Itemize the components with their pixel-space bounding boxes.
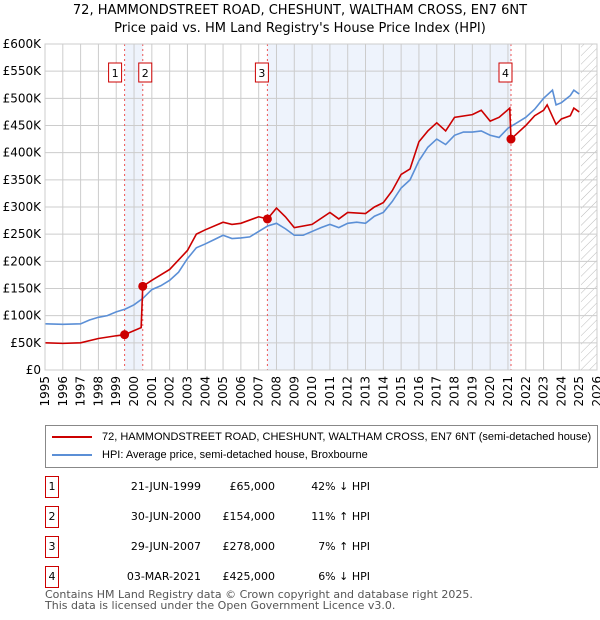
x-tick-label: 2022 [519, 376, 533, 407]
y-tick-label: £350K [3, 173, 43, 187]
sale-marker-label [254, 62, 269, 83]
sale-marker-badge: 4 [45, 566, 59, 588]
sale-marker-badge: 2 [45, 506, 59, 528]
chart-subtitle: Price paid vs. HM Land Registry's House … [114, 21, 486, 36]
sale-point [262, 214, 272, 224]
x-tick-label: 1999 [109, 376, 123, 407]
sale-marker-number: 4 [502, 67, 509, 80]
x-tick-label: 2019 [465, 376, 479, 407]
sale-date: 03-MAR-2021 [126, 570, 201, 583]
sale-hpi-diff: 7% ↑ HPI [318, 540, 370, 553]
x-tick-label: 2007 [252, 376, 266, 407]
sale-row: 3 29-JUN-2007 £278,000 7% ↑ HPI [45, 536, 445, 558]
x-tick-label: 2011 [323, 376, 337, 407]
x-tick-label: 2002 [163, 376, 177, 407]
x-tick-label: 2023 [537, 376, 551, 407]
x-tick-label: 2021 [501, 376, 515, 407]
y-tick-label: £50K [10, 336, 42, 350]
sale-point [120, 330, 130, 340]
x-tick-label: 2017 [430, 376, 444, 407]
plot-border [44, 43, 598, 371]
sale-price: £425,000 [222, 570, 276, 583]
y-tick-label: £100K [3, 309, 43, 323]
x-tick-label: 2008 [269, 376, 283, 407]
x-tick-label: 2009 [287, 376, 301, 407]
y-tick-label: £0 [26, 363, 41, 377]
price-chart: 1995 1996 1997 1998 1999 2000 2001 2002 2003 2004… [3, 37, 600, 407]
legend-swatch [52, 454, 92, 456]
x-tick-label: 2012 [341, 376, 355, 407]
x-tick-label: 2000 [127, 376, 141, 407]
x-tick-label: 2024 [554, 376, 568, 407]
sale-marker-label [498, 62, 513, 83]
x-tick-label: 2018 [448, 376, 462, 407]
sale-date: 30-JUN-2000 [130, 510, 201, 523]
y-tick-label: £450K [3, 119, 43, 133]
x-tick-label: 2004 [198, 376, 212, 407]
sale-marker-badge: 1 [45, 476, 59, 498]
series-line-hpi [44, 88, 580, 326]
sale-point [138, 281, 148, 291]
legend: 72, HAMMONDSTREET ROAD, CHESHUNT, WALTHA… [45, 425, 598, 468]
x-tick-label: 2025 [572, 376, 586, 407]
x-tick-label: 1998 [91, 376, 105, 407]
sale-date: 21-JUN-1999 [130, 480, 201, 493]
y-tick-label: £150K [3, 282, 43, 296]
y-tick-label: £200K [3, 254, 43, 268]
y-tick-label: £300K [3, 200, 43, 214]
chart-title: 72, HAMMONDSTREET ROAD, CHESHUNT, WALTHA… [72, 3, 528, 18]
sale-hpi-diff: 42% ↓ HPI [311, 480, 370, 493]
x-tick-label: 2014 [376, 376, 390, 407]
x-tick-label: 1997 [74, 376, 88, 407]
sale-marker-number: 3 [258, 67, 265, 80]
y-tick-label: £550K [3, 64, 43, 78]
footer-line: This data is licensed under the Open Gov… [45, 599, 396, 612]
legend-label: 72, HAMMONDSTREET ROAD, CHESHUNT, WALTHA… [102, 431, 592, 443]
sale-marker-label [138, 62, 153, 83]
x-tick-label: 2016 [412, 376, 426, 407]
x-tick-label: 2005 [216, 376, 230, 407]
sale-hpi-diff: 6% ↓ HPI [318, 570, 370, 583]
sale-row: 4 03-MAR-2021 £425,000 6% ↓ HPI [45, 566, 445, 588]
x-tick-label: 2013 [359, 376, 373, 407]
x-tick-label: 2003 [180, 376, 194, 407]
sale-hpi-diff: 11% ↑ HPI [311, 510, 370, 523]
sale-price: £154,000 [222, 510, 276, 523]
x-tick-label: 1995 [38, 376, 52, 407]
footer-line: Contains HM Land Registry data © Crown c… [45, 588, 473, 601]
y-tick-label: £250K [3, 227, 43, 241]
sale-marker-label [108, 62, 123, 83]
legend-label: HPI: Average price, semi-detached house,… [102, 449, 368, 461]
x-tick-label: 2020 [483, 376, 497, 407]
x-tick-label: 2010 [305, 376, 319, 407]
series-line-price-paid [44, 103, 580, 345]
x-tick-label: 2015 [394, 376, 408, 407]
x-tick-label: 1996 [56, 376, 70, 407]
sale-date: 29-JUN-2007 [130, 540, 201, 553]
sale-price: £278,000 [222, 540, 276, 553]
sale-price: £65,000 [229, 480, 276, 493]
sale-marker-number: 2 [142, 67, 149, 80]
y-tick-label: £600K [3, 37, 43, 51]
sale-point [506, 134, 516, 144]
x-tick-label: 2006 [234, 376, 248, 407]
sale-row: 2 30-JUN-2000 £154,000 11% ↑ HPI [45, 506, 445, 528]
x-tick-label: 2026 [590, 376, 600, 407]
sale-marker-badge: 3 [45, 536, 59, 558]
sale-marker-number: 1 [112, 67, 119, 80]
x-tick-label: 2001 [145, 376, 159, 407]
sale-row: 1 21-JUN-1999 £65,000 42% ↓ HPI [45, 476, 445, 498]
y-tick-label: £400K [3, 146, 43, 160]
legend-item-hpi: HPI: Average price, semi-detached house,… [52, 447, 368, 463]
y-tick-label: £500K [3, 91, 43, 105]
legend-swatch [52, 436, 92, 438]
legend-item-price: 72, HAMMONDSTREET ROAD, CHESHUNT, WALTHA… [52, 429, 591, 445]
footer: Contains HM Land Registry data © Crown c… [45, 589, 473, 611]
